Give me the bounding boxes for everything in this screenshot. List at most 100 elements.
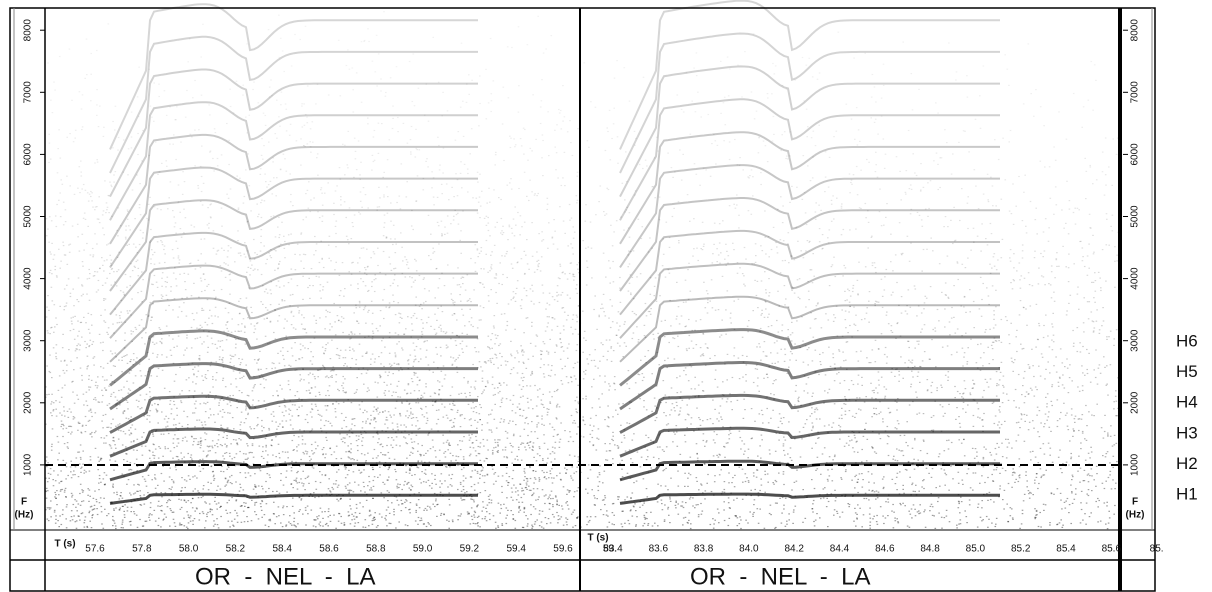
noise [261, 138, 263, 140]
noise [177, 316, 179, 318]
noise [353, 350, 355, 352]
noise [348, 436, 351, 438]
noise [310, 403, 313, 405]
noise [317, 369, 320, 371]
noise [463, 499, 466, 501]
noise [422, 327, 424, 329]
noise [485, 224, 488, 226]
noise [575, 349, 578, 352]
noise [327, 510, 330, 513]
noise [263, 427, 265, 429]
noise [541, 284, 544, 286]
noise [199, 447, 202, 449]
noise [114, 129, 116, 131]
noise [235, 80, 238, 82]
noise [383, 171, 385, 173]
noise [137, 267, 140, 269]
noise [532, 355, 534, 357]
noise [521, 299, 523, 301]
noise [558, 446, 561, 448]
noise [374, 512, 376, 514]
noise [518, 361, 520, 363]
noise [549, 494, 551, 496]
noise [380, 376, 382, 378]
noise [577, 460, 580, 462]
noise [48, 508, 51, 510]
noise [383, 288, 386, 291]
noise [159, 328, 162, 330]
noise [90, 505, 93, 507]
noise [209, 150, 212, 152]
noise [344, 442, 346, 444]
noise [86, 74, 88, 76]
noise [210, 465, 212, 468]
noise [123, 355, 125, 357]
noise [434, 313, 436, 315]
noise [324, 523, 327, 526]
noise [351, 262, 353, 264]
noise [311, 428, 314, 430]
noise [406, 482, 409, 484]
noise [228, 163, 230, 166]
noise [301, 435, 304, 437]
noise [462, 210, 464, 212]
noise [215, 296, 217, 298]
noise [86, 404, 89, 407]
noise [242, 94, 244, 96]
noise [294, 33, 296, 36]
noise [62, 241, 64, 243]
noise [510, 510, 512, 512]
noise [130, 520, 132, 522]
noise [285, 170, 288, 172]
noise [335, 381, 337, 383]
noise [328, 235, 331, 237]
noise [510, 355, 513, 357]
noise [112, 440, 114, 442]
noise [361, 206, 363, 208]
noise [495, 427, 498, 429]
noise [51, 326, 53, 328]
noise [522, 127, 525, 129]
noise [125, 399, 128, 401]
noise [360, 101, 363, 103]
noise [81, 233, 84, 235]
noise [354, 481, 356, 483]
noise [125, 225, 127, 227]
noise [216, 524, 219, 526]
noise [86, 293, 88, 295]
noise [243, 461, 245, 463]
noise [260, 509, 263, 511]
noise [561, 291, 564, 294]
noise [157, 505, 159, 507]
noise [559, 109, 562, 112]
noise [306, 505, 309, 507]
noise [151, 116, 153, 118]
noise [373, 253, 376, 255]
noise [382, 235, 385, 237]
noise [82, 265, 84, 267]
noise [510, 188, 513, 190]
noise [375, 34, 378, 36]
noise [305, 332, 308, 334]
noise [441, 234, 443, 236]
noise [118, 321, 121, 324]
noise [467, 380, 469, 382]
noise [310, 443, 313, 446]
noise [425, 386, 427, 388]
noise [393, 458, 396, 460]
noise [531, 421, 533, 423]
noise [139, 214, 142, 216]
noise [79, 519, 81, 521]
noise [422, 278, 425, 280]
noise [313, 492, 315, 494]
noise [373, 290, 376, 293]
noise [127, 408, 129, 410]
noise [357, 449, 359, 452]
noise [285, 410, 287, 412]
noise [62, 423, 64, 425]
noise [541, 350, 543, 352]
noise [294, 395, 296, 397]
noise [441, 235, 443, 237]
noise [419, 478, 421, 480]
noise [79, 483, 82, 485]
